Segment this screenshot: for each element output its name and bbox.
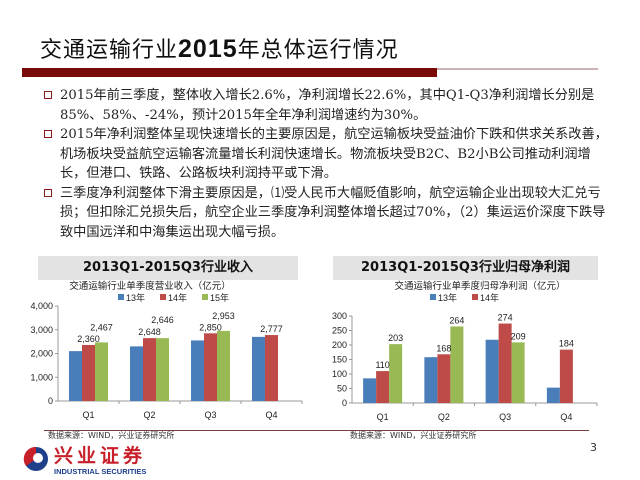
data-label: 209 <box>511 331 526 341</box>
bar-15年 <box>95 342 108 401</box>
footer-divider <box>44 430 589 431</box>
svg-text:INDUSTRIAL SECURITIES: INDUSTRIAL SECURITIES <box>54 467 146 476</box>
bullet-text: 2015年净利润整体呈现快速增长的主要原因是，航空运输板块受益油价下跌和供求关系… <box>60 127 608 181</box>
legend-swatch <box>430 294 436 300</box>
legend-label: 13年 <box>126 292 145 303</box>
title-year: 2015 <box>178 35 238 63</box>
revenue-panel-title: 2013Q1-2015Q3行业收入 <box>38 256 298 280</box>
data-label: 2,953 <box>212 311 235 321</box>
bar-13年 <box>546 387 560 403</box>
data-label: 2,777 <box>260 324 283 334</box>
data-label: 184 <box>559 339 574 349</box>
title-accent-bar <box>22 68 437 77</box>
y-tick-label: 150 <box>332 355 347 365</box>
y-tick-label: 100 <box>332 369 347 379</box>
data-label: 110 <box>375 360 389 370</box>
y-tick-label: 2,000 <box>30 349 53 359</box>
legend-label: 13年 <box>438 292 457 303</box>
bar-13年 <box>424 357 438 403</box>
bar-13年 <box>363 378 377 403</box>
title-prefix: 交通运输行业 <box>40 38 179 63</box>
legend-label: 14年 <box>480 292 499 303</box>
legend-swatch <box>472 294 478 300</box>
square-bullet-icon <box>44 188 52 197</box>
data-label: 168 <box>436 343 451 353</box>
bar-13年 <box>485 339 499 403</box>
legend-label: 15年 <box>210 292 229 303</box>
x-tick-label: Q4 <box>265 410 277 420</box>
bullet-text: 2015年前三季度，整体收入增长2.6%，净利润增长22.6%，其中Q1-Q3净… <box>60 88 595 123</box>
bar-15年 <box>511 342 525 403</box>
x-tick-label: Q3 <box>204 410 216 420</box>
bar-14年 <box>143 338 156 401</box>
legend-swatch <box>202 294 208 300</box>
bar-15年 <box>389 344 403 403</box>
chart-subtitle: 交通运输行业单季度营业收入（亿元） <box>69 280 231 292</box>
bar-14年 <box>376 371 390 403</box>
bar-13年 <box>252 336 265 401</box>
y-tick-label: 0 <box>48 396 53 406</box>
svg-text:兴业证券: 兴业证券 <box>54 444 146 467</box>
data-label: 203 <box>388 333 403 343</box>
y-tick-label: 3,000 <box>30 325 53 335</box>
profit-source: 数据来源：WIND，兴业证券研究所 <box>350 431 477 440</box>
y-tick-label: 250 <box>332 326 347 336</box>
legend-swatch <box>160 294 166 300</box>
y-tick-label: 50 <box>337 384 347 394</box>
bar-14年 <box>265 335 278 401</box>
company-logo: 兴业证券 INDUSTRIAL SECURITIES <box>22 442 172 480</box>
square-bullet-icon <box>44 91 52 99</box>
data-label: 2,646 <box>151 315 174 325</box>
x-tick-label: Q1 <box>377 412 389 422</box>
bullet-list: 2015年前三季度，整体收入增长2.6%，净利润增长22.6%，其中Q1-Q3净… <box>44 86 614 242</box>
data-label: 2,360 <box>77 334 100 344</box>
revenue-source: 数据来源：WIND，兴业证券研究所 <box>48 431 175 440</box>
square-bullet-icon <box>44 130 52 138</box>
y-tick-label: 300 <box>332 311 347 321</box>
profit-panel-title: 2013Q1-2015Q3行业归母净利润 <box>333 256 598 280</box>
bar-14年 <box>82 344 95 401</box>
bullet-item: 2015年前三季度，整体收入增长2.6%，净利润增长22.6%，其中Q1-Q3净… <box>44 86 614 125</box>
legend-label: 14年 <box>168 292 187 303</box>
x-tick-label: Q4 <box>560 412 572 422</box>
data-label: 264 <box>449 315 464 325</box>
bar-15年 <box>450 326 464 403</box>
y-tick-label: 4,000 <box>30 301 53 311</box>
bar-14年 <box>437 354 451 403</box>
bar-14年 <box>559 349 573 403</box>
y-tick-label: 0 <box>342 398 347 408</box>
data-label: 274 <box>498 313 513 323</box>
y-tick-label: 1,000 <box>30 372 53 382</box>
logo-mark-icon: 兴业证券 INDUSTRIAL SECURITIES <box>23 444 146 476</box>
bar-14年 <box>204 333 217 401</box>
data-label: 2,467 <box>90 322 113 332</box>
y-tick-label: 200 <box>332 340 347 350</box>
profit-chart: 交通运输行业单季度归母净利润（亿元）13年 14年 0 50 100 150 200 250 3… <box>332 280 598 422</box>
data-label: 2,850 <box>199 322 222 332</box>
x-tick-label: Q1 <box>82 410 94 420</box>
bar-13年 <box>191 340 204 401</box>
legend-swatch <box>118 294 124 300</box>
chart-subtitle: 交通运输行业单季度归母净利润（亿元） <box>394 280 565 292</box>
x-tick-label: Q2 <box>438 412 450 422</box>
bullet-item: 2015年净利润整体呈现快速增长的主要原因是，航空运输板块受益油价下跌和供求关系… <box>44 125 614 184</box>
x-tick-label: Q3 <box>499 412 511 422</box>
bullet-item: 三季度净利润整体下滑主要原因是，⑴受人民币大幅贬值影响，航空运输企业出现较大汇兑… <box>44 184 614 243</box>
bar-15年 <box>217 330 230 401</box>
x-tick-label: Q2 <box>143 410 155 420</box>
title-suffix: 年总体运行情况 <box>237 38 399 63</box>
bullet-text: 三季度净利润整体下滑主要原因是，⑴受人民币大幅贬值影响，航空运输企业出现较大汇兑… <box>60 185 606 240</box>
bar-13年 <box>130 346 143 401</box>
revenue-chart: 交通运输行业单季度营业收入（亿元）13年 14年 15年 0 1,000 2,000 3,0… <box>30 280 303 420</box>
bar-14年 <box>498 323 512 403</box>
slide-title: 交通运输行业2015年总体运行情况 <box>40 32 399 64</box>
page-number: 3 <box>590 441 597 454</box>
title-divider-line <box>437 68 598 70</box>
bar-15年 <box>156 338 169 401</box>
bar-13年 <box>69 351 82 401</box>
data-label: 2,648 <box>138 327 161 337</box>
